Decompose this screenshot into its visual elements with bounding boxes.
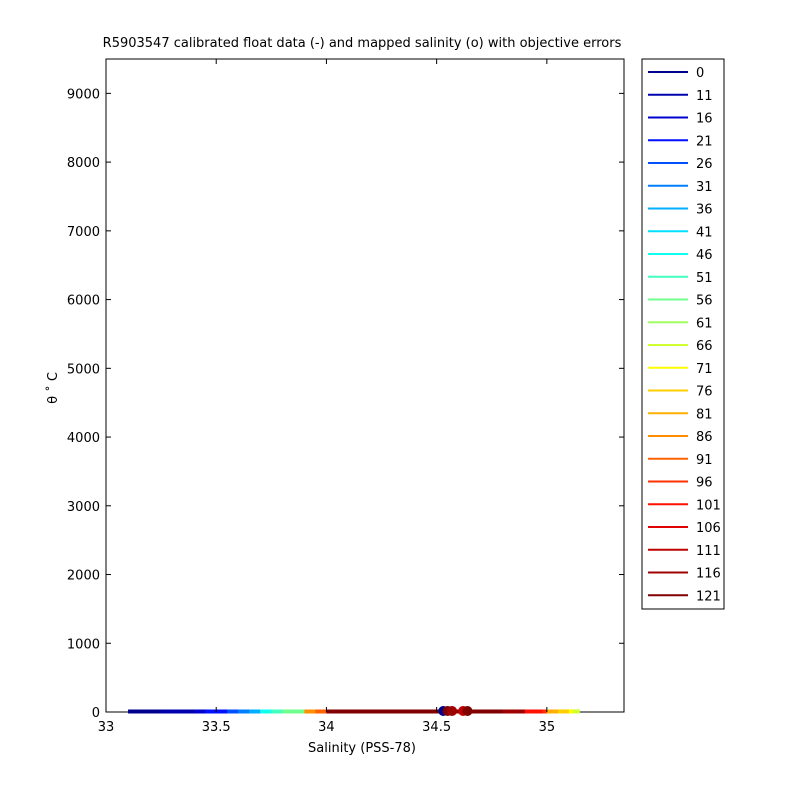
x-axis: 33 33.5 34 34.5 35: [98, 59, 555, 735]
y-tick-label: 3000: [67, 500, 100, 515]
legend-label-96: 96: [696, 476, 713, 491]
legend-label-86: 86: [696, 430, 713, 445]
legend: [641, 58, 725, 610]
legend-label-111: 111: [696, 544, 721, 559]
legend-label-51: 51: [696, 271, 713, 286]
legend-label-46: 46: [696, 248, 713, 263]
legend-label-121: 121: [696, 589, 721, 604]
legend-label-91: 91: [696, 453, 713, 468]
y-tick-label: 8000: [67, 156, 100, 171]
legend-label-116: 116: [696, 567, 721, 582]
y-tick-label: 5000: [67, 362, 100, 377]
legend-label-26: 26: [696, 157, 713, 172]
y-axis: 0 1000 2000 3000 4000 5000 6000 7000 8000 9000: [67, 87, 624, 721]
x-tick-label: 33.5: [202, 720, 231, 735]
y-tick-label: 0: [92, 706, 100, 721]
legend-label-16: 16: [696, 112, 713, 127]
legend-label-76: 76: [696, 385, 713, 400]
mapped-point: [447, 706, 458, 716]
legend-label-0: 0: [696, 66, 704, 81]
legend-label-31: 31: [696, 180, 713, 195]
y-tick-label: 1000: [67, 637, 100, 652]
legend-label-41: 41: [696, 225, 713, 240]
legend-label-21: 21: [696, 134, 713, 149]
x-tick-label: 34: [318, 720, 335, 735]
y-tick-label: 6000: [67, 294, 100, 309]
plot-area: [105, 58, 625, 713]
legend-label-101: 101: [696, 498, 721, 513]
legend-label-36: 36: [696, 203, 713, 218]
y-tick-label: 4000: [67, 431, 100, 446]
chart-title: R5903547 calibrated float data (-) and m…: [103, 36, 622, 51]
mapped-points-layer: [438, 706, 473, 716]
y-tick-label: 7000: [67, 225, 100, 240]
mapped-point: [462, 706, 473, 716]
legend-label-61: 61: [696, 316, 713, 331]
legend-label-71: 71: [696, 362, 713, 377]
y-tick-label: 9000: [67, 87, 100, 102]
legend-label-66: 66: [696, 339, 713, 354]
legend-label-106: 106: [696, 521, 721, 536]
x-tick-label: 35: [539, 720, 556, 735]
y-axis-label: θ ˚ C: [45, 372, 61, 404]
x-tick-label: 34.5: [422, 720, 451, 735]
legend-label-56: 56: [696, 294, 713, 309]
legend-label-11: 11: [696, 89, 713, 104]
y-tick-label: 2000: [67, 569, 100, 584]
x-tick-label: 33: [98, 720, 115, 735]
legend-entries: 0 11 16 21 26 31 36 41 46 51 56 61 66 71 76 81 86 91 96 101…: [648, 66, 721, 604]
legend-label-81: 81: [696, 407, 713, 422]
x-axis-label: Salinity (PSS-78): [308, 741, 416, 756]
